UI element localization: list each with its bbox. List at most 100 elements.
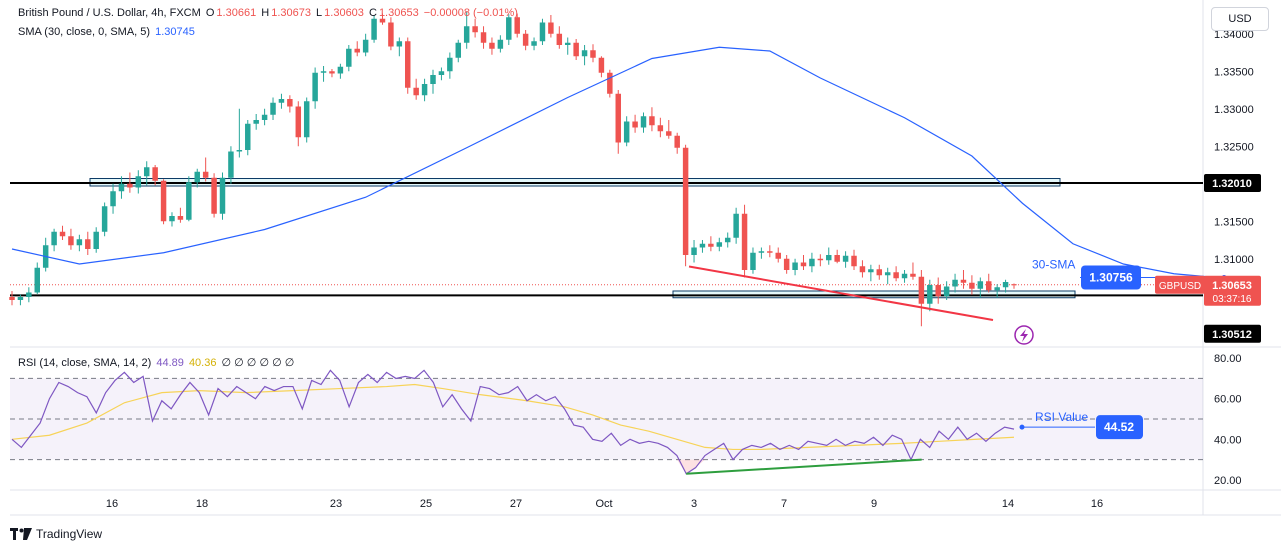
current-price-label: 1.30653 bbox=[1212, 280, 1252, 292]
time-tick-label: 9 bbox=[871, 498, 877, 510]
candle-body bbox=[489, 42, 495, 49]
candle bbox=[430, 69, 436, 94]
price-trendline bbox=[688, 265, 994, 321]
candle-body bbox=[649, 116, 655, 126]
candle-body bbox=[548, 22, 554, 34]
candle bbox=[724, 232, 731, 248]
candle-body bbox=[34, 267, 40, 293]
sma-legend: SMA (30, close, 0, SMA, 5) 1.30745 bbox=[18, 26, 197, 38]
candle bbox=[186, 176, 192, 222]
candle bbox=[809, 252, 815, 273]
candle bbox=[497, 35, 504, 53]
candle-body bbox=[362, 39, 369, 53]
candle bbox=[278, 93, 285, 109]
candle bbox=[960, 270, 967, 289]
candle-body bbox=[876, 269, 883, 276]
candle-body bbox=[741, 213, 748, 270]
candle-body bbox=[59, 231, 66, 237]
time-tick-label: 16 bbox=[106, 498, 118, 510]
candle-body bbox=[211, 177, 217, 214]
close-value: 1.30653 bbox=[378, 7, 419, 19]
candle bbox=[598, 56, 605, 78]
candle bbox=[834, 249, 840, 264]
candle bbox=[868, 264, 874, 282]
price-tick-label: 1.33000 bbox=[1214, 104, 1254, 116]
sma-line bbox=[11, 46, 1217, 279]
candle-body bbox=[826, 255, 832, 261]
rsi-tick-label: 40.00 bbox=[1214, 434, 1242, 446]
candle bbox=[750, 247, 756, 274]
brand-label[interactable]: TradingView bbox=[36, 527, 103, 541]
countdown-label: 03:37:16 bbox=[1213, 294, 1252, 305]
candle-body bbox=[497, 39, 504, 49]
candle-body bbox=[809, 258, 815, 267]
candle bbox=[110, 183, 116, 214]
candle-body bbox=[1002, 282, 1009, 288]
candle-body bbox=[329, 71, 335, 74]
candle-body bbox=[783, 258, 790, 270]
candle-body bbox=[143, 167, 150, 177]
candle-body bbox=[640, 116, 647, 128]
candle bbox=[143, 161, 150, 186]
candle-body bbox=[506, 17, 512, 40]
candle bbox=[421, 78, 428, 102]
candle bbox=[85, 231, 91, 255]
candle-body bbox=[93, 231, 99, 249]
candle-body bbox=[354, 48, 360, 53]
candle-body bbox=[522, 33, 529, 46]
candle-body bbox=[775, 252, 781, 259]
candle-body bbox=[800, 262, 807, 267]
price-tick-label: 1.31000 bbox=[1214, 254, 1254, 266]
candle-body bbox=[245, 123, 251, 150]
candle-body bbox=[682, 147, 689, 255]
rsi-tick-label: 20.00 bbox=[1214, 475, 1242, 487]
rsi-line bbox=[11, 369, 1015, 475]
candle-body bbox=[691, 247, 697, 255]
candle bbox=[135, 170, 142, 194]
candle bbox=[152, 165, 158, 186]
candle bbox=[202, 157, 209, 182]
candle-body bbox=[598, 57, 605, 73]
candle-body bbox=[590, 50, 596, 58]
candle bbox=[943, 281, 950, 300]
resistance-price-label: 1.32010 bbox=[1212, 178, 1252, 190]
candle-body bbox=[127, 183, 133, 188]
candle bbox=[581, 45, 588, 66]
candle bbox=[59, 225, 66, 240]
high-value: 1.30673 bbox=[271, 7, 311, 19]
candle bbox=[51, 228, 57, 252]
candle-body bbox=[573, 42, 579, 57]
lightning-icon-bolt bbox=[1020, 329, 1028, 342]
candle-body bbox=[320, 71, 327, 73]
candle bbox=[312, 67, 318, 109]
candle-body bbox=[581, 50, 588, 57]
candle-body bbox=[767, 251, 773, 253]
candle-body bbox=[312, 72, 318, 102]
candle bbox=[388, 17, 394, 51]
candle bbox=[463, 11, 470, 49]
candle bbox=[371, 15, 377, 43]
lightning-icon bbox=[1014, 325, 1034, 345]
time-tick-label: Oct bbox=[595, 498, 612, 510]
candle bbox=[977, 277, 984, 298]
candle-body bbox=[960, 279, 967, 283]
candle bbox=[539, 18, 546, 45]
candle-body bbox=[253, 120, 259, 124]
candle-body bbox=[716, 242, 723, 247]
candle bbox=[682, 144, 689, 267]
candle-body bbox=[817, 258, 824, 261]
candle-body bbox=[472, 26, 478, 33]
candle bbox=[287, 95, 293, 113]
candle bbox=[34, 262, 40, 294]
time-tick-label: 27 bbox=[510, 498, 522, 510]
currency-button[interactable]: USD bbox=[1211, 7, 1269, 31]
rsi-legend-extra: ∅ ∅ ∅ ∅ ∅ ∅ bbox=[221, 357, 295, 369]
candle bbox=[219, 172, 226, 220]
candle-body bbox=[986, 281, 992, 291]
candle bbox=[657, 117, 664, 138]
symbol-tag: GBPUSD bbox=[1159, 281, 1201, 292]
candle-body bbox=[901, 273, 908, 279]
candle bbox=[320, 66, 327, 82]
candle-body bbox=[792, 262, 798, 270]
